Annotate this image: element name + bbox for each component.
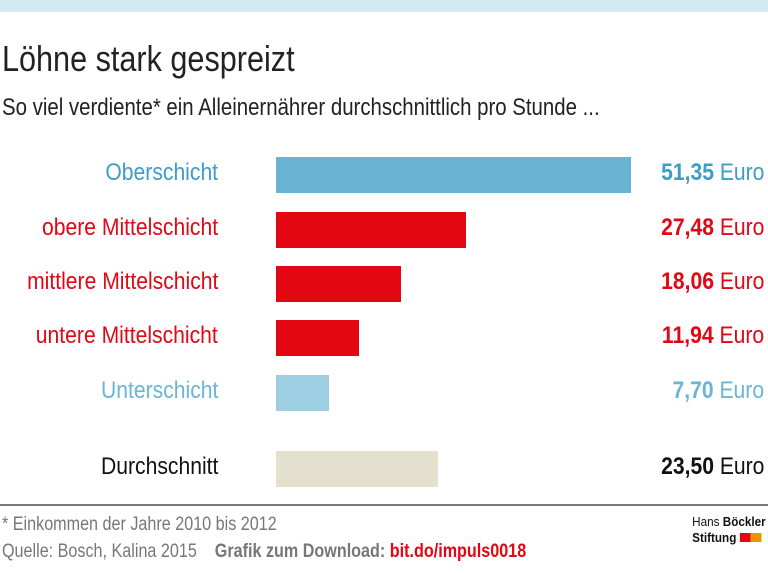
bar-0: [276, 157, 631, 193]
value-number: 27,48: [660, 214, 714, 241]
value-unit: Euro: [719, 453, 764, 480]
value-label: 18,06 Euro: [661, 268, 764, 296]
value-number: 11,94: [661, 322, 714, 349]
download-link[interactable]: bit.do/impuls0018: [389, 541, 527, 562]
value-label: 11,94 Euro: [662, 322, 764, 350]
footnote: * Einkommen der Jahre 2010 bis 2012: [2, 514, 277, 535]
bar-4: [276, 375, 330, 411]
value-unit: Euro: [719, 159, 764, 186]
value-unit: Euro: [719, 268, 764, 295]
bar-1: [276, 212, 466, 248]
value-unit: Euro: [719, 322, 764, 349]
source: Quelle: Bosch, Kalina 2015: [2, 541, 197, 562]
category-label: Oberschicht: [105, 159, 218, 186]
hans-boeckler-logo: Hans Böckler Stiftung: [692, 514, 766, 545]
bar-2: [276, 266, 401, 302]
value-label: 23,50 Euro: [661, 453, 764, 481]
value-label: 7,70 Euro: [672, 377, 764, 405]
value-number: 51,35: [660, 159, 714, 186]
bar-5: [276, 451, 439, 487]
value-number: 18,06: [660, 268, 714, 295]
value-number: 7,70: [672, 377, 714, 404]
divider: [0, 504, 768, 506]
download-label: Grafik zum Download:: [214, 541, 386, 562]
category-label: mittlere Mittelschicht: [26, 268, 218, 295]
value-unit: Euro: [719, 214, 764, 241]
value-label: 51,35 Euro: [661, 159, 764, 187]
value-number: 23,50: [660, 453, 714, 480]
category-label: untere Mittelschicht: [36, 322, 218, 349]
bar-3: [276, 320, 359, 356]
value-label: 27,48 Euro: [661, 214, 764, 242]
category-label: obere Mittelschicht: [41, 214, 218, 241]
chart-title: Löhne stark gespreizt: [2, 38, 295, 79]
source-line: Quelle: Bosch, Kalina 2015 Grafik zum Do…: [2, 541, 526, 563]
chart-subtitle: So viel verdiente* ein Alleinernährer du…: [2, 94, 600, 121]
top-band: [0, 0, 768, 12]
category-label: Durchschnitt: [100, 453, 218, 480]
category-label: Unterschicht: [100, 377, 218, 404]
value-unit: Euro: [719, 377, 764, 404]
